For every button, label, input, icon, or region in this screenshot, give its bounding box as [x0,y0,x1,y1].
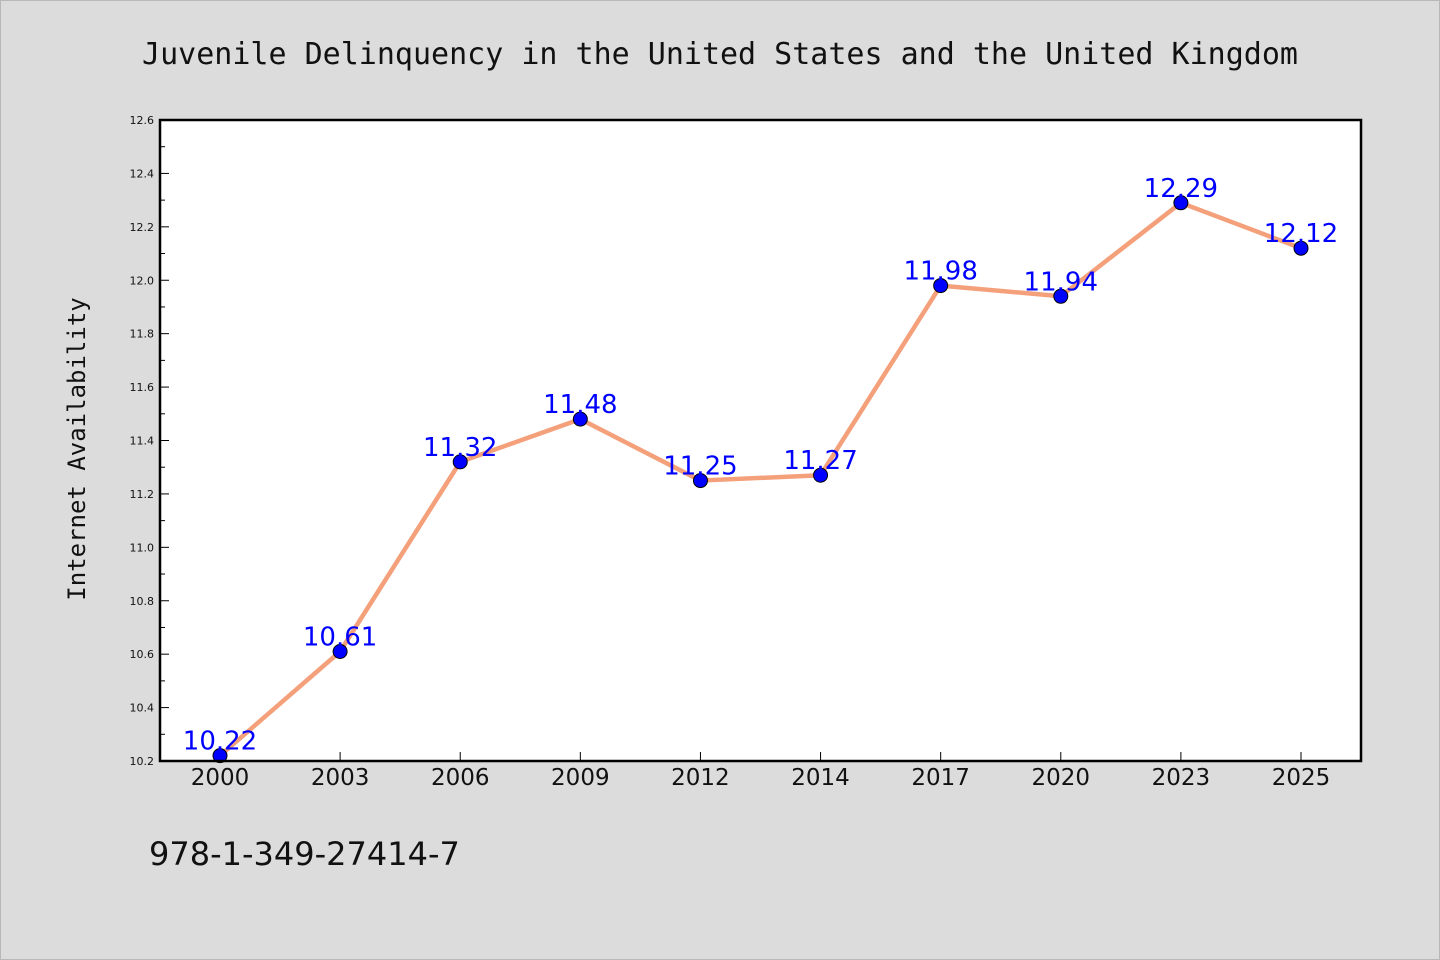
x-tick-label: 2006 [431,765,490,791]
plot-frame [158,118,1363,763]
y-tick-label: 10.6 [130,648,155,661]
y-tick-label: 11.6 [130,381,155,394]
data-label: 10.61 [303,622,377,652]
y-axis-ticks: 10.2 10.4 10.6 10.8 11.0 11.2 11.4 11.6 11.8 12.0… [130,114,169,768]
data-point [1293,240,1309,256]
x-tick-label: 2017 [911,765,970,791]
x-tick-label: 2023 [1152,765,1211,791]
data-label: 12.12 [1264,219,1338,249]
data-point [1173,195,1189,211]
data-point [572,411,588,427]
data-label: 10.22 [183,727,257,757]
series-layer: 10.22 10.61 11.32 11.48 11.25 11.27 11.98 11.94… [183,174,1338,764]
y-tick-label: 10.4 [130,702,155,715]
x-tick-label: 2025 [1272,765,1331,791]
data-label: 11.32 [423,433,497,463]
x-tick-label: 2009 [551,765,610,791]
data-label: 11.25 [663,452,737,482]
y-tick-label: 10.8 [130,595,155,608]
y-tick-label: 12.6 [130,114,155,127]
y-tick-label: 11.0 [130,541,155,554]
x-tick-label: 2003 [311,765,370,791]
data-point [692,473,708,489]
y-tick-label: 11.2 [130,488,155,501]
y-tick-label: 12.4 [130,167,155,180]
data-label: 11.94 [1024,267,1098,297]
data-label: 11.27 [783,446,857,476]
data-point [1053,288,1069,304]
y-tick-label: 11.4 [130,435,155,448]
chart-title: Juvenile Delinquency in the United State… [142,37,1298,72]
series-line [217,200,1304,758]
y-tick-label: 12.2 [130,221,155,234]
x-tick-label: 2012 [671,765,730,791]
plot-area [160,120,1361,761]
y-axis-label: Internet Availability [63,297,91,600]
data-label: 12.29 [1144,174,1218,204]
x-tick-label: 2020 [1032,765,1091,791]
data-label: 11.98 [903,257,977,287]
data-label: 11.48 [543,390,617,420]
x-tick-label: 2000 [191,765,250,791]
footer-code: 978-1-349-27414-7 [149,835,460,873]
y-tick-label: 11.8 [130,328,155,341]
data-point [452,454,468,470]
data-point [933,278,949,294]
data-point [212,748,228,764]
x-axis-ticks: 2000 2003 2006 2009 2012 2014 2017 2020 2023 2025 [191,752,1331,791]
data-point [813,467,829,483]
x-tick-label: 2014 [791,765,850,791]
y-tick-label: 10.2 [130,755,155,768]
data-point [332,643,348,659]
y-tick-label: 12.0 [130,274,155,287]
